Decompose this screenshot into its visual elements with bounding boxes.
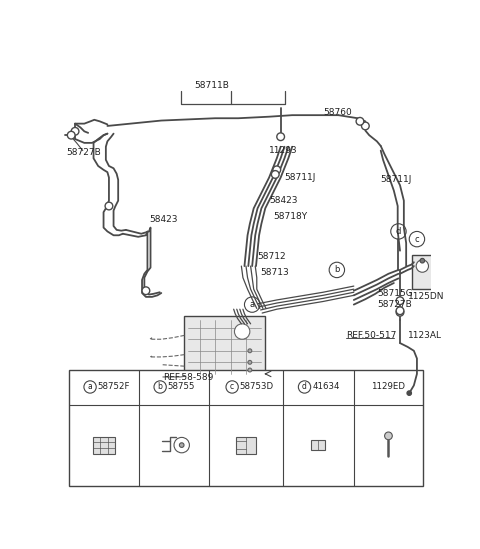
- Circle shape: [234, 324, 250, 339]
- Text: a: a: [88, 383, 93, 391]
- Text: 1123AL: 1123AL: [408, 331, 442, 340]
- Text: 58711J: 58711J: [285, 173, 316, 182]
- Circle shape: [396, 307, 404, 315]
- Text: 58715G: 58715G: [377, 289, 413, 298]
- Text: b: b: [334, 265, 339, 274]
- Text: 58711B: 58711B: [194, 81, 229, 89]
- Bar: [93, 436, 115, 453]
- Circle shape: [248, 349, 252, 352]
- Text: d: d: [396, 227, 401, 236]
- Circle shape: [105, 202, 113, 210]
- Text: REF.50-517: REF.50-517: [346, 331, 396, 340]
- Bar: [184, 316, 265, 378]
- Text: 58711J: 58711J: [381, 175, 412, 184]
- Circle shape: [174, 438, 190, 453]
- Circle shape: [416, 260, 429, 272]
- Text: b: b: [158, 383, 163, 391]
- Text: 58753D: 58753D: [240, 383, 274, 391]
- Text: 58755: 58755: [168, 383, 195, 391]
- Circle shape: [271, 171, 279, 178]
- Circle shape: [273, 166, 281, 173]
- Text: 58752F: 58752F: [98, 383, 130, 391]
- Circle shape: [67, 131, 75, 139]
- Circle shape: [248, 360, 252, 364]
- Text: 58423: 58423: [269, 196, 298, 205]
- Bar: [411, 255, 433, 289]
- Circle shape: [71, 127, 79, 135]
- Circle shape: [407, 391, 411, 395]
- Text: 1125DN: 1125DN: [408, 293, 444, 301]
- Circle shape: [142, 287, 150, 295]
- Text: 58712: 58712: [258, 253, 286, 261]
- Circle shape: [396, 309, 404, 316]
- Text: c: c: [230, 383, 234, 391]
- Text: 11293: 11293: [269, 146, 298, 155]
- Text: 58727B: 58727B: [377, 300, 412, 309]
- Bar: [312, 440, 325, 451]
- Text: 58760: 58760: [323, 108, 352, 116]
- Text: 58423: 58423: [150, 215, 178, 225]
- Text: 1129ED: 1129ED: [372, 383, 406, 391]
- Bar: [236, 436, 256, 453]
- Circle shape: [396, 297, 404, 305]
- Circle shape: [384, 432, 392, 440]
- Text: 41634: 41634: [312, 383, 340, 391]
- Text: REF.58-589: REF.58-589: [163, 373, 213, 382]
- Text: d: d: [302, 383, 307, 391]
- Text: 58713: 58713: [260, 268, 288, 277]
- Circle shape: [361, 122, 369, 130]
- Text: 58727B: 58727B: [67, 148, 101, 156]
- Text: a: a: [250, 300, 255, 309]
- Circle shape: [248, 368, 252, 372]
- Circle shape: [277, 133, 285, 141]
- Circle shape: [356, 117, 364, 125]
- Circle shape: [420, 259, 425, 263]
- Text: c: c: [415, 234, 419, 244]
- Circle shape: [180, 443, 184, 447]
- Bar: [69, 370, 423, 485]
- Text: 58718Y: 58718Y: [273, 211, 307, 221]
